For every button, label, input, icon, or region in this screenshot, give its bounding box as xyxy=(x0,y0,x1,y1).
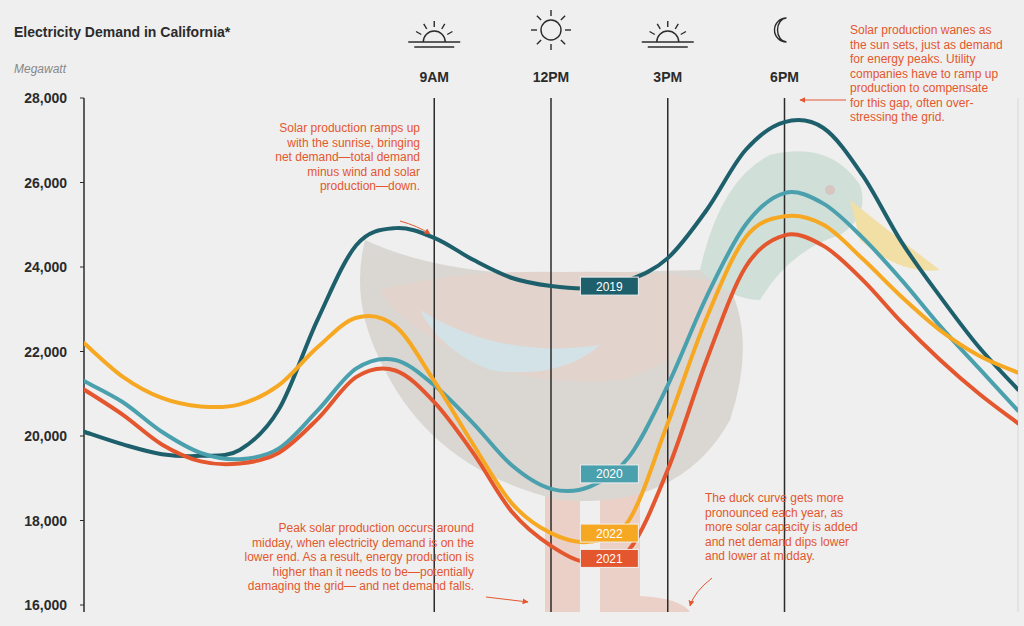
x-tick-label: 9AM xyxy=(419,69,449,85)
duck-wing-detail xyxy=(420,310,600,372)
series-label: 2021 xyxy=(596,552,623,566)
y-tick-label: 26,000 xyxy=(24,175,67,191)
icon-ray xyxy=(667,21,668,27)
y-tick xyxy=(80,182,84,183)
annotation-arrow xyxy=(800,100,846,101)
duck-eye xyxy=(825,185,835,195)
icon-ray xyxy=(531,29,537,30)
annotation-line: midday, when electricity demand is on th… xyxy=(252,536,474,550)
annotation-arrow xyxy=(690,578,712,606)
annotation-line: with the sunrise, bringing xyxy=(286,136,420,150)
icon-ray xyxy=(675,24,678,29)
subtitle: Megawatt xyxy=(14,62,67,76)
x-tick-line xyxy=(667,98,669,612)
y-tick-label: 28,000 xyxy=(24,90,67,106)
y-tick xyxy=(80,267,84,268)
annotation-line: production—down. xyxy=(320,179,420,193)
duck-wing xyxy=(380,272,720,382)
axis-line xyxy=(1018,98,1019,612)
annotation-line: the sun sets, just as demand xyxy=(850,38,1003,52)
y-tick-label: 18,000 xyxy=(24,513,67,529)
icon-horizon xyxy=(648,46,688,47)
annotation-arrow xyxy=(486,597,528,602)
icon-moon xyxy=(775,18,787,42)
icon-horizon xyxy=(408,41,460,42)
y-tick-label: 22,000 xyxy=(24,344,67,360)
icon-ray xyxy=(442,24,445,29)
plot-area xyxy=(84,120,1018,563)
annotation-line: and lower at midday. xyxy=(705,549,815,563)
icon-sun xyxy=(541,20,561,40)
annotation-line: Peak solar production occurs around xyxy=(279,521,474,535)
annotation: The duck curve gets morepronounced each … xyxy=(705,491,858,563)
x-tick-label: 6PM xyxy=(770,69,799,85)
series-label: 2019 xyxy=(596,280,623,294)
axis-line xyxy=(83,98,85,612)
annotation: Solar production ramps upwith the sunris… xyxy=(275,121,420,193)
annotation-line: Solar production ramps up xyxy=(279,121,420,135)
icon-ray xyxy=(565,29,571,30)
annotation-line: net demand—total demand xyxy=(275,150,420,164)
annotation-line: lower end. As a result, energy productio… xyxy=(245,550,474,564)
icon-ray xyxy=(550,44,551,50)
y-tick xyxy=(80,98,84,99)
icon-sun xyxy=(657,31,679,42)
y-tick-label: 24,000 xyxy=(24,259,67,275)
annotation-line: higher than it needs to be—potentially xyxy=(273,565,474,579)
annotation: Peak solar production occurs aroundmidda… xyxy=(245,521,475,593)
icon-ray xyxy=(424,24,427,29)
series-line xyxy=(84,216,1018,542)
x-tick-label: 3PM xyxy=(653,69,682,85)
x-tick-label: 12PM xyxy=(533,69,570,85)
icon-ray xyxy=(650,32,655,35)
icon-ray xyxy=(447,32,452,35)
series-label-box xyxy=(580,524,638,542)
series-label-box xyxy=(580,549,638,567)
background xyxy=(0,0,1024,626)
title: Electricity Demand in California* xyxy=(14,24,231,40)
annotation-line: and net demand dips lower xyxy=(705,535,849,549)
y-tick xyxy=(80,351,84,352)
icon-ray xyxy=(561,40,565,44)
annotation-line: stressing the grid. xyxy=(850,110,945,124)
icon-horizon xyxy=(642,41,694,42)
icon-ray xyxy=(550,10,551,16)
y-tick xyxy=(80,605,84,606)
series-label-box xyxy=(580,277,638,295)
series-label: 2020 xyxy=(596,467,623,481)
annotation-line: The duck curve gets more xyxy=(705,491,844,505)
y-tick-label: 20,000 xyxy=(24,428,67,444)
series-label: 2022 xyxy=(596,527,623,541)
annotation-line: production to compensate xyxy=(850,81,988,95)
annotation-line: Solar production wanes as xyxy=(850,23,991,37)
annotation-line: for this gap, often over- xyxy=(850,96,973,110)
series-line xyxy=(84,234,1018,563)
annotation-arrow xyxy=(400,221,430,234)
annotation-line: for energy peaks. Utility xyxy=(850,52,975,66)
icon-sun xyxy=(423,31,445,42)
annotation: Solar production wanes asthe sun sets, j… xyxy=(850,23,1003,124)
icon-ray xyxy=(537,40,541,44)
icon-ray xyxy=(416,32,421,35)
icon-ray xyxy=(537,16,541,20)
y-tick-label: 16,000 xyxy=(24,597,67,613)
annotation-line: damaging the grid— and net demand falls. xyxy=(248,579,474,593)
series-label-box xyxy=(580,465,638,483)
annotation-line: minus wind and solar xyxy=(307,165,420,179)
y-tick xyxy=(80,520,84,521)
series-line xyxy=(84,192,1018,491)
icon-ray xyxy=(681,32,686,35)
annotation-line: more solar capacity is added xyxy=(705,520,858,534)
annotation-line: pronounced each year, as xyxy=(705,506,843,520)
y-tick xyxy=(80,436,84,437)
icon-horizon xyxy=(414,46,454,47)
chart: Electricity Demand in California* Megawat… xyxy=(0,0,1024,626)
time-icons xyxy=(408,10,786,50)
icon-ray xyxy=(657,24,660,29)
icon-ray xyxy=(434,21,435,27)
annotation-line: companies have to ramp up xyxy=(850,67,998,81)
icon-ray xyxy=(561,16,565,20)
